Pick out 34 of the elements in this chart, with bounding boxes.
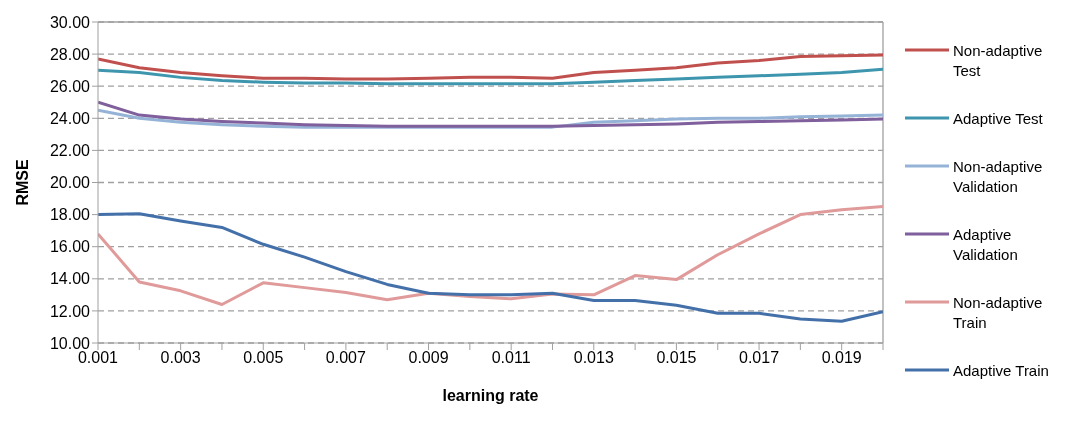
x-tick-label: 0.013	[573, 349, 614, 367]
line-series	[98, 205, 883, 306]
y-tick-label: 10.00	[49, 334, 91, 352]
x-tick-label: 0.019	[821, 349, 862, 367]
line-series	[98, 212, 883, 323]
legend-label: Non-adaptive Validation	[953, 156, 1044, 197]
y-tick-label: 16.00	[49, 238, 91, 256]
y-axis-title: RMSE	[13, 159, 31, 206]
y-tick-label: 22.00	[49, 142, 91, 160]
x-tick-label: 0.009	[408, 349, 449, 367]
y-tick-label: 14.00	[49, 270, 91, 288]
x-tick-label: 0.007	[325, 349, 367, 367]
x-tick-label: 0.001	[77, 349, 119, 367]
line-series	[98, 53, 883, 81]
x-tick-label: 0.005	[243, 349, 284, 367]
legend-label: Adaptive Test	[953, 108, 1044, 129]
x-tick-label: 0.015	[656, 349, 697, 367]
y-tick-label: 30.00	[49, 13, 91, 31]
legend-label: Non-adaptive Test	[953, 40, 1044, 81]
legend-label: Adaptive Validation	[953, 224, 1019, 265]
line-series	[98, 67, 883, 86]
x-tick-label: 0.003	[160, 349, 201, 367]
y-tick-label: 24.00	[49, 109, 91, 127]
y-tick-label: 20.00	[49, 174, 91, 192]
y-tick-label: 18.00	[49, 206, 91, 224]
legend-label: Adaptive Train	[953, 360, 1050, 381]
x-axis-title: learning rate	[442, 387, 539, 404]
y-tick-label: 26.00	[49, 77, 91, 95]
y-tick-label: 28.00	[49, 45, 91, 63]
x-tick-label: 0.011	[491, 349, 531, 367]
x-tick-label: 0.017	[739, 349, 780, 367]
line-series	[98, 100, 883, 128]
legend-label: Non-adaptive Train	[953, 292, 1044, 333]
y-tick-label: 12.00	[49, 302, 91, 320]
